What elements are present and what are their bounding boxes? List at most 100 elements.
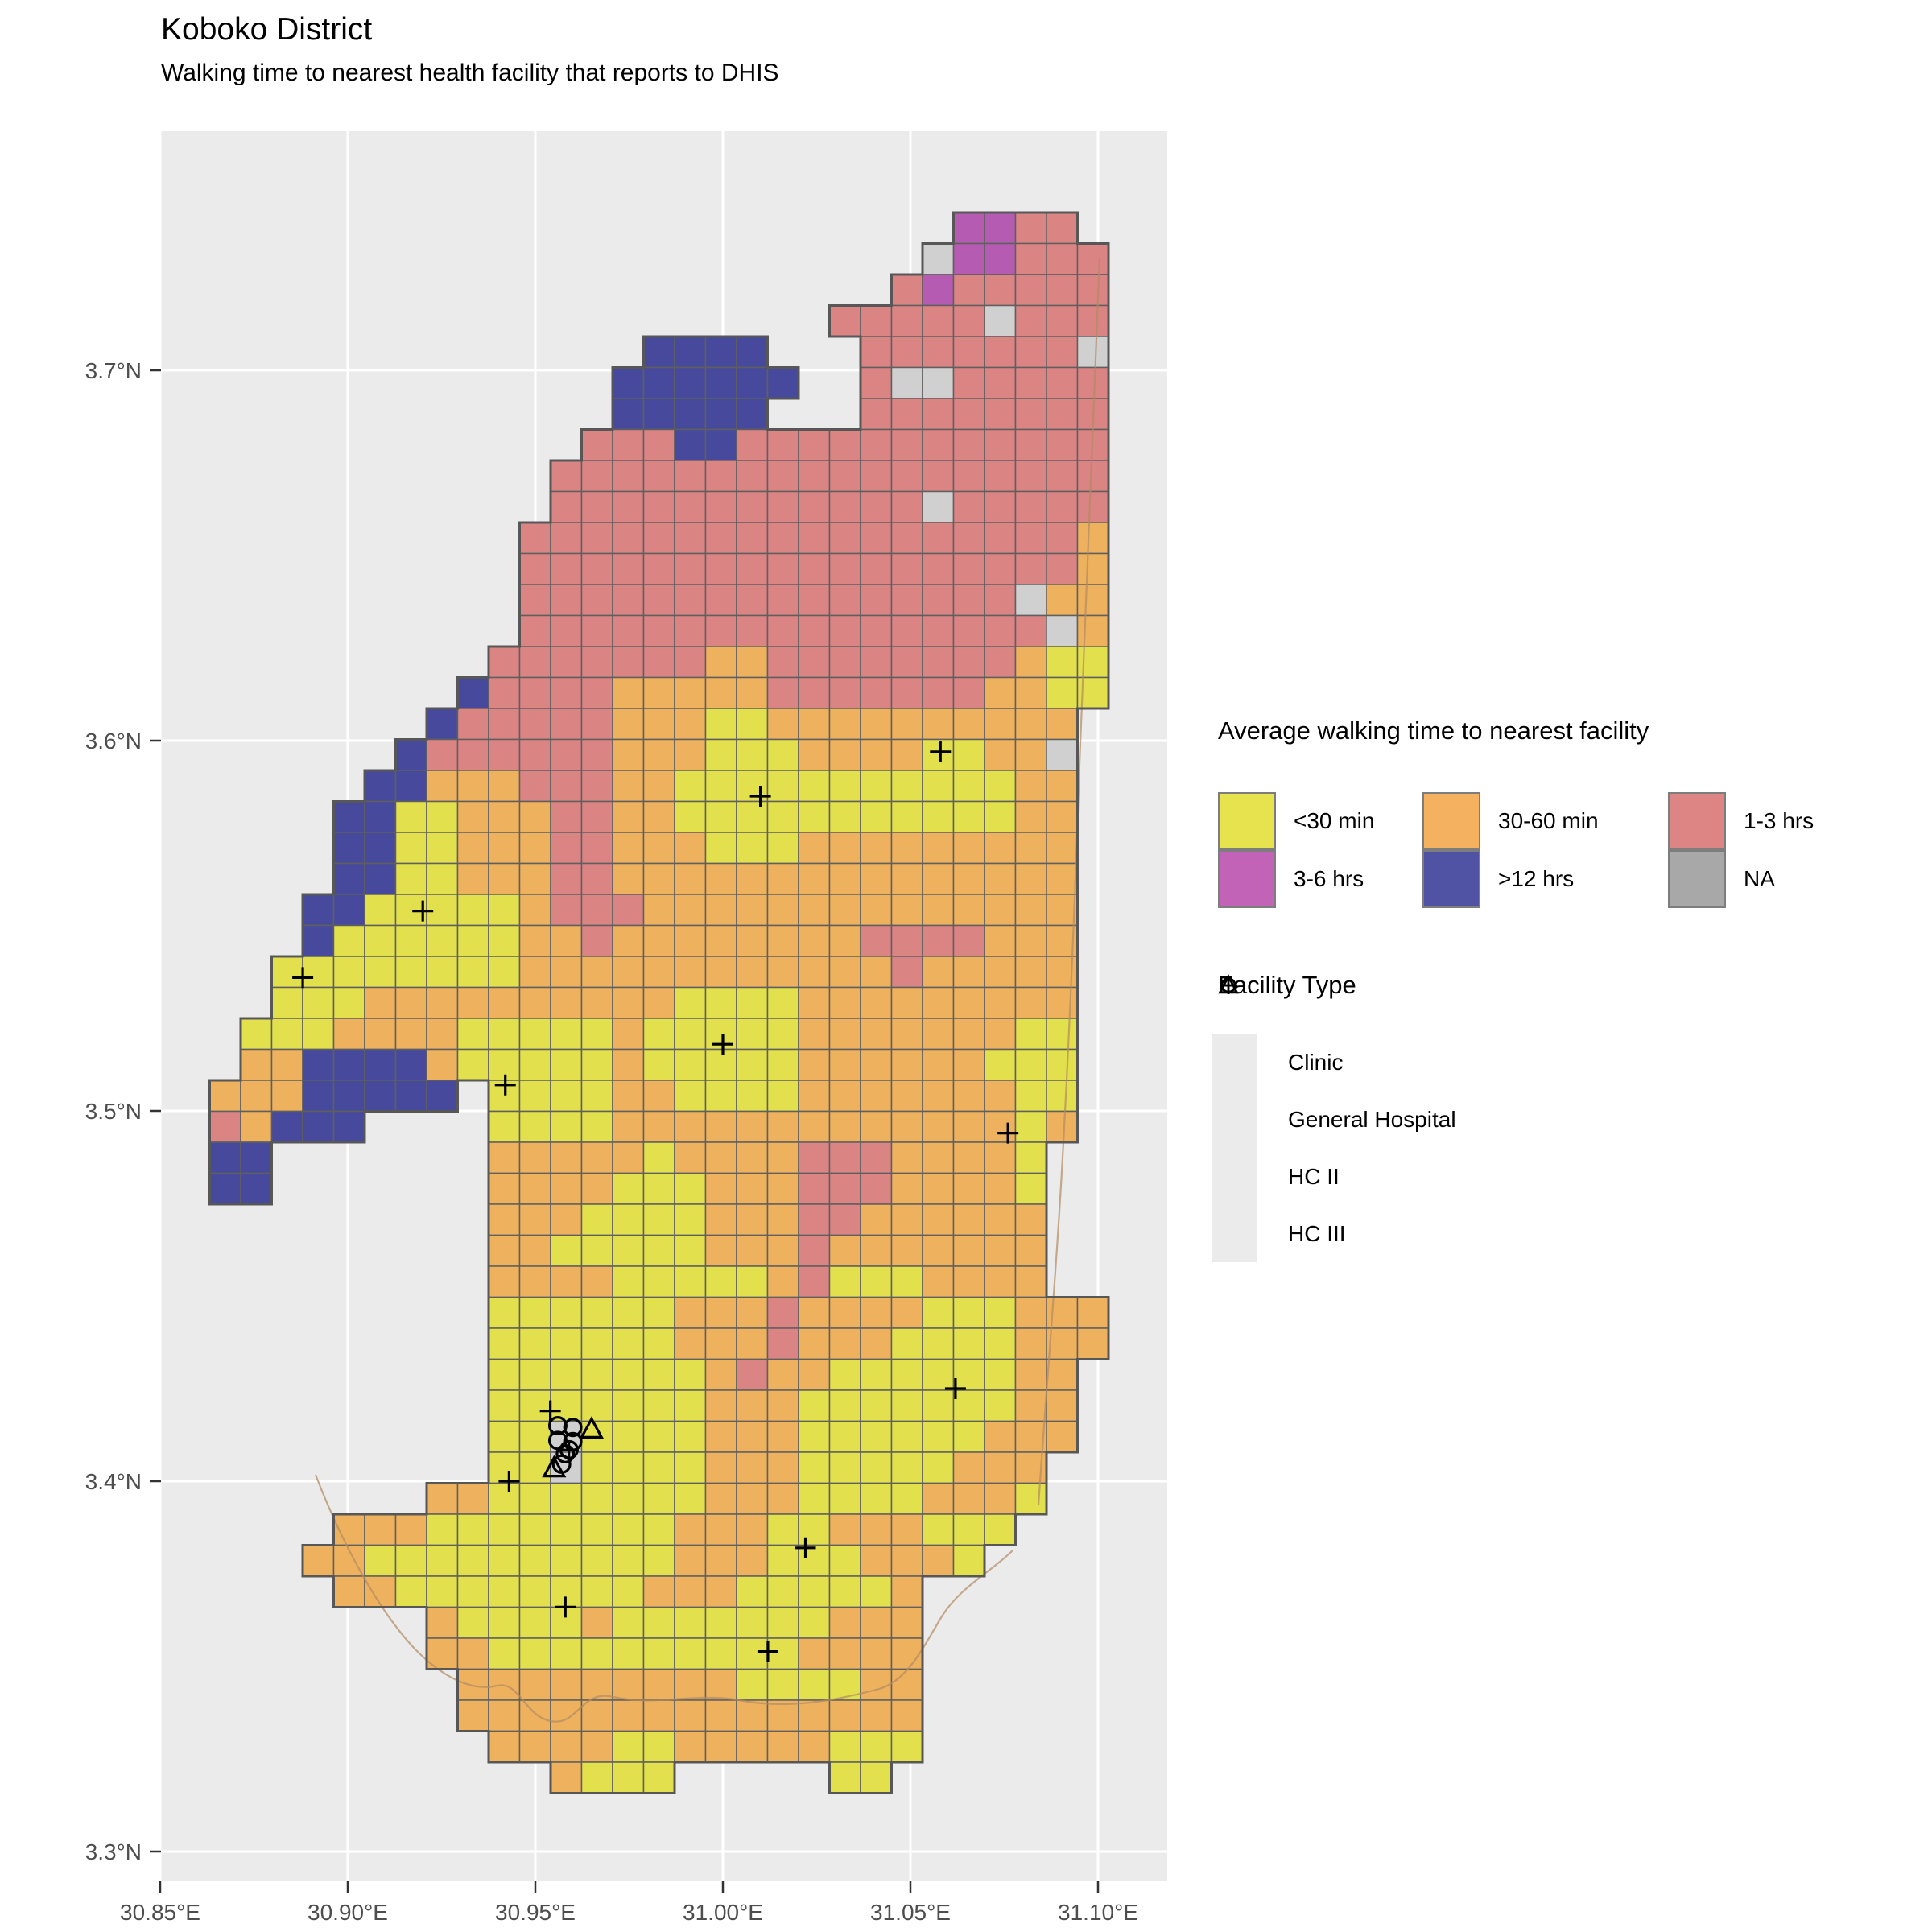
- legend-swatch-label: NA: [1744, 866, 1775, 891]
- raster-cell: [1046, 1420, 1079, 1453]
- raster-cell: [332, 1110, 365, 1143]
- raster-cell: [766, 1234, 799, 1267]
- raster-cell: [612, 1730, 645, 1763]
- raster-cell: [674, 1420, 707, 1453]
- raster-cell: [642, 1327, 675, 1360]
- raster-cell: [1014, 862, 1047, 895]
- raster-cell: [550, 1668, 583, 1701]
- raster-cell: [1046, 800, 1079, 833]
- raster-cell: [1014, 398, 1047, 431]
- raster-cell: [736, 398, 769, 431]
- raster-cell: [1014, 304, 1047, 337]
- raster-cell: [704, 1730, 737, 1763]
- raster-cell: [240, 1048, 273, 1081]
- raster-cell: [642, 1172, 675, 1205]
- raster-cell: [1014, 522, 1047, 555]
- raster-cell: [456, 986, 489, 1019]
- raster-cell: [890, 1482, 923, 1515]
- facility-marker-hc-iii: [712, 1034, 733, 1055]
- facility-marker-hc-iii: [555, 1596, 576, 1618]
- raster-cell: [550, 1018, 583, 1051]
- raster-cell: [518, 1420, 551, 1453]
- raster-cell: [612, 1018, 645, 1051]
- raster-cell: [674, 832, 707, 865]
- raster-cell: [456, 1575, 489, 1608]
- raster-cell: [736, 1699, 769, 1732]
- x-axis-tick-label: 30.85°E: [120, 1900, 200, 1925]
- raster-cell: [364, 862, 397, 895]
- raster-cell: [828, 460, 861, 493]
- raster-cell: [766, 1358, 799, 1391]
- raster-cell: [518, 894, 551, 927]
- raster-cell: [332, 1018, 365, 1051]
- raster-cell: [890, 490, 923, 523]
- raster-cell: [456, 894, 489, 927]
- raster-cell: [890, 1513, 923, 1546]
- raster-cell: [426, 1513, 459, 1546]
- raster-cell: [394, 1513, 427, 1546]
- facility-marker-clinic: [555, 1443, 576, 1463]
- raster-cell: [332, 894, 365, 927]
- raster-cell: [952, 646, 985, 679]
- raster-cell: [890, 1730, 923, 1763]
- x-axis-tick-label: 31.05°E: [870, 1900, 951, 1925]
- raster-cell: [860, 956, 893, 989]
- raster-cell: [766, 800, 799, 833]
- raster-cell: [984, 1451, 1017, 1484]
- raster-cell: [674, 1110, 707, 1143]
- triangle-icon: [542, 1455, 567, 1478]
- raster-cell: [550, 1513, 583, 1546]
- raster-cell: [364, 894, 397, 927]
- raster-cell: [828, 490, 861, 523]
- raster-cell: [890, 1389, 923, 1422]
- raster-cell: [612, 1606, 645, 1639]
- raster-cell: [798, 1018, 831, 1051]
- raster-cell: [860, 1575, 893, 1608]
- raster-cell: [736, 1606, 769, 1639]
- raster-cell: [518, 1110, 551, 1143]
- raster-cell: [890, 1265, 923, 1298]
- raster-cell: [798, 1451, 831, 1484]
- raster-cell: [332, 1080, 365, 1113]
- raster-cell: [1014, 738, 1047, 771]
- raster-cell: [364, 986, 397, 1019]
- raster-cell: [456, 1699, 489, 1732]
- raster-cell: [580, 1451, 613, 1484]
- raster-cell: [798, 1110, 831, 1143]
- y-axis-tick-label: 3.4°N: [85, 1469, 142, 1494]
- raster-cell: [798, 924, 831, 957]
- raster-cell: [1014, 212, 1047, 245]
- raster-cell: [736, 862, 769, 895]
- raster-cell: [704, 986, 737, 1019]
- raster-cell: [580, 676, 613, 709]
- raster-cell: [890, 676, 923, 709]
- plus-icon: [930, 741, 952, 762]
- raster-cell: [922, 862, 955, 895]
- raster-cell: [674, 986, 707, 1019]
- plus-icon: [757, 1641, 778, 1662]
- raster-cell: [736, 800, 769, 833]
- raster-cell: [456, 1606, 489, 1639]
- raster-cell: [890, 832, 923, 865]
- raster-cell: [674, 646, 707, 679]
- raster-cell: [952, 1296, 985, 1329]
- raster-cell: [518, 862, 551, 895]
- raster-cell: [674, 428, 707, 461]
- raster-cell: [674, 1018, 707, 1051]
- raster-cell: [704, 1637, 737, 1670]
- raster-cell: [890, 800, 923, 833]
- raster-cell: [952, 274, 985, 307]
- raster-cell: [798, 490, 831, 523]
- raster-cell: [890, 398, 923, 431]
- raster-cell: [736, 336, 769, 369]
- raster-cell: [550, 1234, 583, 1267]
- raster-cell: [860, 1141, 893, 1174]
- raster-cell: [550, 1296, 583, 1329]
- raster-cell: [704, 522, 737, 555]
- raster-cell: [798, 1203, 831, 1236]
- raster-cell: [922, 1265, 955, 1298]
- raster-cell: [798, 1296, 831, 1329]
- raster-cell: [704, 1172, 737, 1205]
- raster-cell: [394, 832, 427, 865]
- raster-cell: [456, 770, 489, 803]
